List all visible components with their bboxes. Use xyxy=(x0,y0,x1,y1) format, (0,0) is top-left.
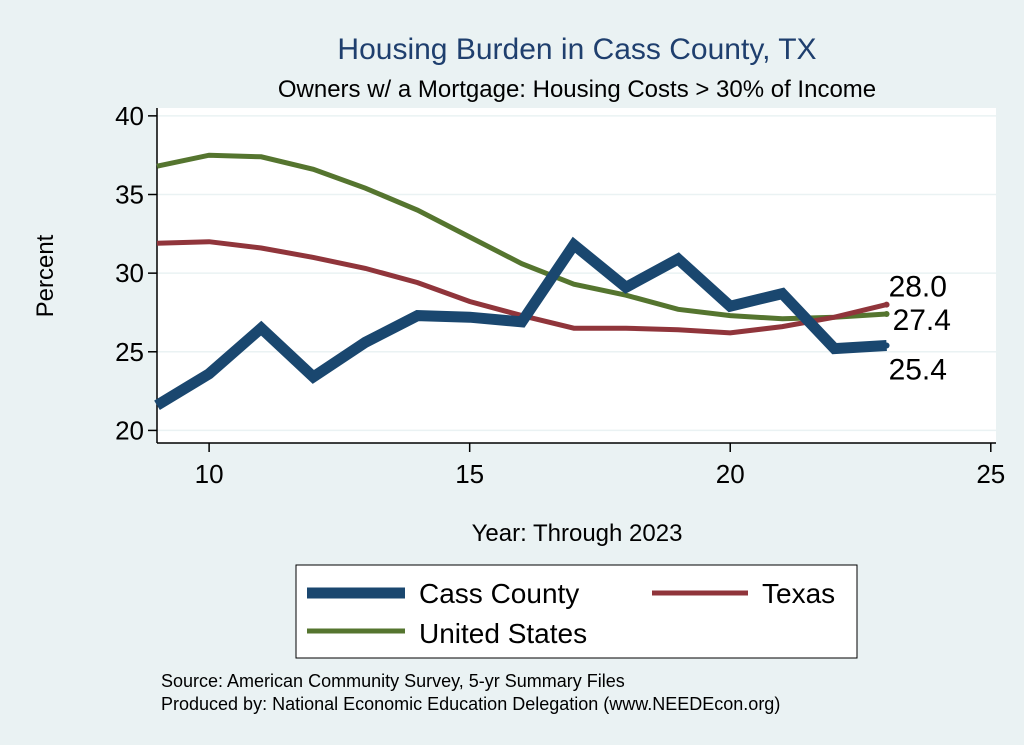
end-labels: 25.4 28.027.4 xyxy=(889,271,951,387)
plot-region xyxy=(157,108,996,443)
y-tick-label-40: 40 xyxy=(115,101,144,131)
y-tick-label-35: 35 xyxy=(115,180,144,210)
series-end-point-united-states xyxy=(883,311,890,318)
legend: Cass County Texas United States xyxy=(295,564,858,659)
legend-box xyxy=(295,564,858,659)
y-axis: 20 25 30 35 40 xyxy=(115,101,158,445)
y-tick-label-30: 30 xyxy=(115,258,144,288)
end-label-united-states: 27.4 xyxy=(893,304,951,337)
series-lines xyxy=(154,152,890,411)
y-axis-title: Percent xyxy=(32,234,59,317)
producer-note: Produced by: National Economic Education… xyxy=(161,694,780,714)
x-axis-title: Year: Through 2023 xyxy=(472,520,683,547)
series-end-point-cass-county xyxy=(883,342,890,349)
y-tick-label-20: 20 xyxy=(115,415,144,445)
chart-title: Housing Burden in Cass County, TX xyxy=(337,33,816,66)
source-note: Source: American Community Survey, 5-yr … xyxy=(161,671,625,691)
series-end-point-texas xyxy=(883,301,890,308)
x-tick-label-10: 10 xyxy=(195,459,224,489)
end-label-texas: 28.0 xyxy=(889,271,947,304)
y-tick-label-25: 25 xyxy=(115,337,144,367)
x-tick-label-15: 15 xyxy=(455,459,484,489)
series-line-united-states xyxy=(156,152,887,322)
legend-label-cass-county: Cass County xyxy=(419,578,579,609)
legend-label-united-states: United States xyxy=(419,618,587,649)
x-axis: 10 15 20 25 xyxy=(157,442,1005,489)
end-label-cass-county: 25.4 xyxy=(889,353,947,386)
series-line-cass-county xyxy=(154,236,887,411)
chart-subtitle: Owners w/ a Mortgage: Housing Costs > 30… xyxy=(278,76,876,103)
legend-label-texas: Texas xyxy=(762,578,835,609)
x-tick-label-25: 25 xyxy=(976,459,1005,489)
x-tick-label-20: 20 xyxy=(716,459,745,489)
